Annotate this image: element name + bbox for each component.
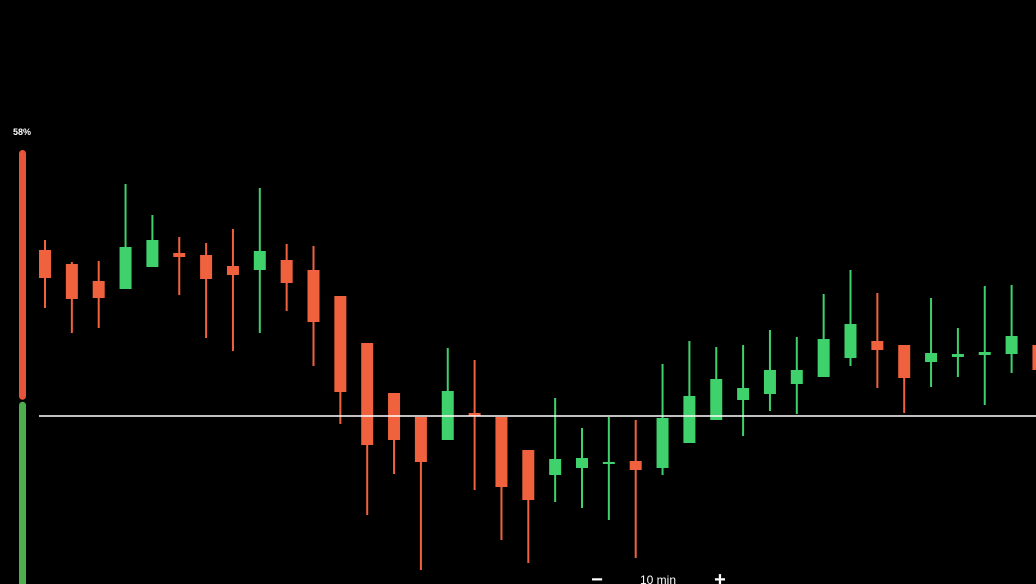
candle-body [790, 370, 803, 384]
candle-body [576, 458, 588, 468]
candle-body [1032, 345, 1036, 370]
candle-body [307, 270, 320, 322]
buy-sentiment-bar [19, 401, 26, 584]
candle-body [629, 461, 642, 470]
timeframe-label: 10 min [640, 573, 676, 584]
sell-sentiment-bar [19, 150, 26, 400]
candle-body [951, 354, 964, 357]
candle-body [522, 450, 535, 500]
candle-body [602, 462, 615, 464]
candle-body [65, 264, 78, 299]
candle-body [710, 379, 723, 420]
candle-body [925, 353, 938, 362]
candle-body [871, 341, 884, 350]
candle-body [844, 324, 857, 358]
candle-body [737, 388, 750, 400]
sentiment-label: 58% [13, 127, 31, 137]
candle-body [361, 343, 374, 445]
candle-body [200, 255, 213, 279]
candle-body [92, 281, 105, 298]
candle-body [817, 339, 830, 377]
zoom-in-button[interactable]: + [714, 569, 726, 584]
zoom-out-button[interactable]: − [591, 569, 603, 584]
candle-body [898, 345, 911, 378]
candle-body [173, 253, 186, 257]
candle-body [978, 352, 991, 355]
candle-body [549, 459, 562, 475]
candle-body [763, 370, 776, 394]
candle-body [146, 240, 159, 267]
candle-body [226, 266, 239, 275]
candle-body [656, 418, 669, 468]
candle-body [1005, 336, 1018, 354]
candle-body [334, 296, 347, 392]
candle-body [468, 413, 481, 416]
candle-body [39, 250, 51, 278]
candle-body [495, 417, 508, 487]
candle-body [280, 260, 293, 283]
candle-body [253, 251, 266, 270]
candle-body [683, 396, 696, 443]
candle-body [119, 247, 132, 289]
candle-body [414, 417, 427, 462]
